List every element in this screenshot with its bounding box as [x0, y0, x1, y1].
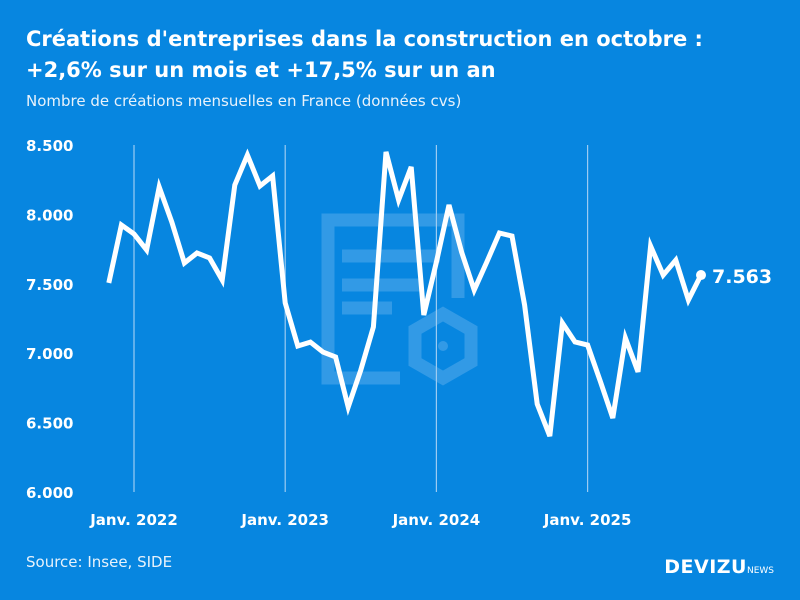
logo-suffix: NEWS: [746, 566, 774, 576]
last-value-label: 7.563: [712, 266, 772, 288]
chart-subtitle: Nombre de créations mensuelles en France…: [26, 92, 462, 110]
devizu-logo: DEVIZUNEWS: [664, 556, 774, 578]
x-tick-label: Janv. 2023: [240, 511, 329, 529]
y-tick-label: 7.000: [26, 345, 73, 363]
data-point: [696, 270, 706, 281]
y-tick-label: 8.500: [26, 137, 73, 155]
y-tick-label: 6.500: [26, 415, 73, 433]
x-tick-label: Janv. 2024: [392, 511, 481, 529]
series-line: [106, 148, 704, 437]
chart-title: Créations d'entreprises dans la construc…: [26, 27, 703, 82]
logo-text: DEVIZU: [664, 556, 747, 578]
watermark-icon: [321, 213, 478, 386]
y-tick-label: 6.000: [26, 484, 73, 502]
x-tick-label: Janv. 2025: [543, 511, 632, 529]
x-tick-label: Janv. 2022: [89, 511, 178, 529]
y-tick-label: 7.500: [26, 276, 73, 294]
source-note: Source: Insee, SIDE: [26, 553, 173, 571]
y-tick-label: 8.000: [26, 206, 73, 224]
